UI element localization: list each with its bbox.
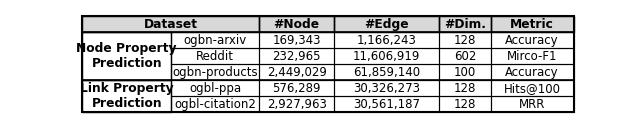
Bar xyxy=(439,16,491,32)
Text: 100: 100 xyxy=(454,66,476,79)
Bar xyxy=(491,32,573,48)
Text: #Dim.: #Dim. xyxy=(444,18,486,31)
Text: ogbn-arxiv: ogbn-arxiv xyxy=(184,34,247,47)
Text: 1,166,243: 1,166,243 xyxy=(356,34,417,47)
Bar xyxy=(171,80,259,96)
Bar xyxy=(259,16,333,32)
Text: 232,965: 232,965 xyxy=(273,50,321,63)
Text: #Node: #Node xyxy=(273,18,319,31)
Bar xyxy=(171,32,259,48)
Bar xyxy=(333,16,439,32)
Bar xyxy=(491,64,573,80)
Bar xyxy=(171,96,259,112)
Bar xyxy=(333,32,439,48)
Text: 30,561,187: 30,561,187 xyxy=(353,98,420,111)
Text: Mirco-F1: Mirco-F1 xyxy=(507,50,557,63)
Bar xyxy=(259,16,333,32)
Bar xyxy=(439,16,491,32)
Text: 11,606,919: 11,606,919 xyxy=(353,50,420,63)
Text: Accuracy: Accuracy xyxy=(506,34,559,47)
Bar xyxy=(491,48,573,64)
Bar xyxy=(491,16,573,32)
Bar xyxy=(83,16,259,32)
Text: 2,449,029: 2,449,029 xyxy=(267,66,326,79)
Bar xyxy=(439,80,491,96)
Text: 128: 128 xyxy=(454,34,476,47)
Bar xyxy=(171,48,259,64)
Bar xyxy=(259,32,333,48)
Text: 128: 128 xyxy=(454,82,476,95)
Bar xyxy=(491,16,573,32)
Bar xyxy=(439,64,491,80)
Bar xyxy=(333,48,439,64)
Bar xyxy=(333,16,439,32)
Bar xyxy=(83,16,259,32)
Bar xyxy=(333,64,439,80)
Text: 169,343: 169,343 xyxy=(273,34,321,47)
Bar xyxy=(259,48,333,64)
Text: ogbn-products: ogbn-products xyxy=(172,66,258,79)
Text: #Edge: #Edge xyxy=(364,18,409,31)
Text: Reddit: Reddit xyxy=(196,50,234,63)
Text: MRR: MRR xyxy=(519,98,545,111)
Text: ogbl-ppa: ogbl-ppa xyxy=(189,82,241,95)
Text: Metric: Metric xyxy=(510,18,554,31)
Text: Accuracy: Accuracy xyxy=(506,66,559,79)
Bar xyxy=(439,32,491,48)
Text: Link Property
Prediction: Link Property Prediction xyxy=(80,82,173,110)
Text: 602: 602 xyxy=(454,50,476,63)
Text: Hits@100: Hits@100 xyxy=(504,82,561,95)
Text: 30,326,273: 30,326,273 xyxy=(353,82,420,95)
Text: 61,859,140: 61,859,140 xyxy=(353,66,420,79)
Bar xyxy=(171,64,259,80)
Text: 128: 128 xyxy=(454,98,476,111)
Text: Dataset: Dataset xyxy=(144,18,198,31)
Bar xyxy=(439,96,491,112)
Bar xyxy=(333,80,439,96)
Bar xyxy=(491,80,573,96)
Bar xyxy=(259,80,333,96)
Text: 2,927,963: 2,927,963 xyxy=(267,98,326,111)
Bar xyxy=(259,96,333,112)
Bar xyxy=(83,32,171,80)
Bar xyxy=(491,96,573,112)
Text: 576,289: 576,289 xyxy=(273,82,321,95)
Bar xyxy=(333,96,439,112)
Text: ogbl-citation2: ogbl-citation2 xyxy=(174,98,256,111)
Text: Node Property
Prediction: Node Property Prediction xyxy=(77,42,177,70)
Bar xyxy=(83,80,171,112)
Bar xyxy=(439,48,491,64)
Bar xyxy=(259,64,333,80)
